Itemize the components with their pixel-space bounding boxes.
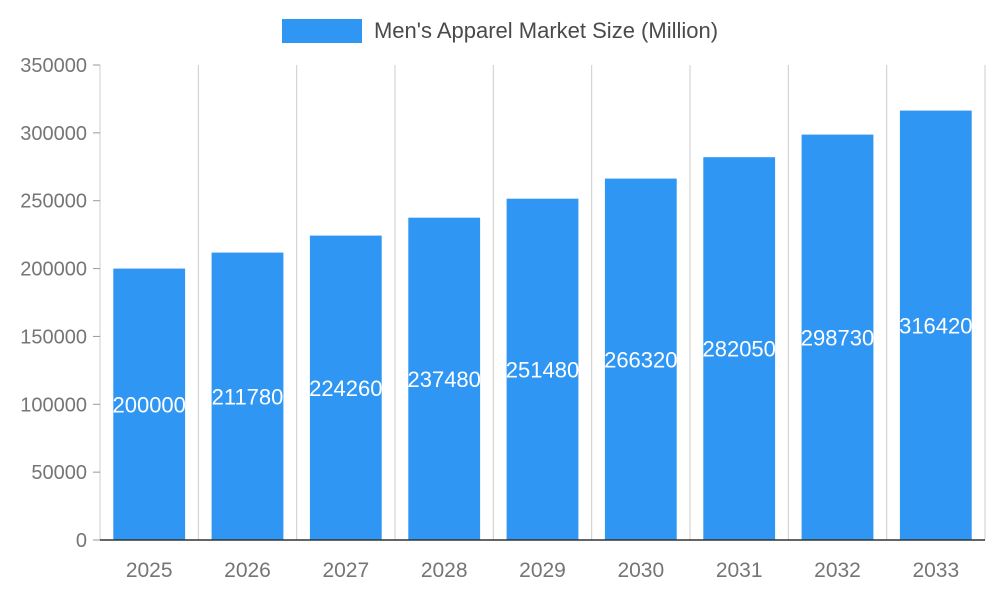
x-axis-tick-label: 2031: [716, 559, 763, 582]
y-axis-tick-label: 200000: [20, 259, 87, 281]
y-axis-tick-label: 0: [76, 530, 87, 552]
y-axis-tick-label: 350000: [20, 55, 87, 77]
x-axis-tick-label: 2029: [519, 559, 566, 582]
bar-value-label: 266320: [604, 347, 677, 372]
bar-value-label: 316420: [899, 313, 972, 338]
bar-value-label: 224260: [309, 376, 382, 401]
y-axis-tick-label: 250000: [20, 191, 87, 213]
bar-value-label: 237480: [407, 367, 480, 392]
bar[interactable]: [899, 110, 972, 540]
chart-title: Men's Apparel Market Size (Million): [373, 18, 719, 43]
chart-legend: Men's Apparel Market Size (Million): [0, 18, 1000, 44]
bar[interactable]: [408, 217, 481, 540]
bar[interactable]: [211, 252, 284, 540]
x-axis-tick-label: 2030: [617, 559, 664, 582]
bar-value-label: 251480: [506, 357, 579, 382]
y-axis-tick-label: 150000: [20, 326, 87, 348]
bar[interactable]: [604, 178, 677, 540]
x-axis-tick-label: 2025: [126, 559, 173, 582]
bar[interactable]: [506, 198, 579, 540]
legend-swatch[interactable]: [281, 19, 362, 43]
bar[interactable]: [309, 235, 382, 540]
bar[interactable]: [801, 134, 874, 540]
bar[interactable]: [703, 157, 776, 540]
x-axis-tick-label: 2027: [322, 559, 369, 582]
bar-value-label: 211780: [212, 384, 284, 409]
y-axis-tick-label: 300000: [20, 123, 87, 145]
x-axis-tick-label: 2028: [421, 559, 468, 582]
bar[interactable]: [113, 268, 186, 540]
x-axis-tick-label: 2032: [814, 559, 861, 582]
bar-value-label: 200000: [112, 392, 185, 417]
x-axis-tick-label: 2033: [912, 559, 959, 582]
x-axis-tick-label: 2026: [224, 559, 271, 582]
bar-value-label: 298730: [801, 325, 874, 350]
bar-value-label: 282050: [702, 337, 775, 362]
y-axis-tick-label: 100000: [20, 394, 87, 416]
y-axis-tick-label: 50000: [31, 462, 87, 484]
